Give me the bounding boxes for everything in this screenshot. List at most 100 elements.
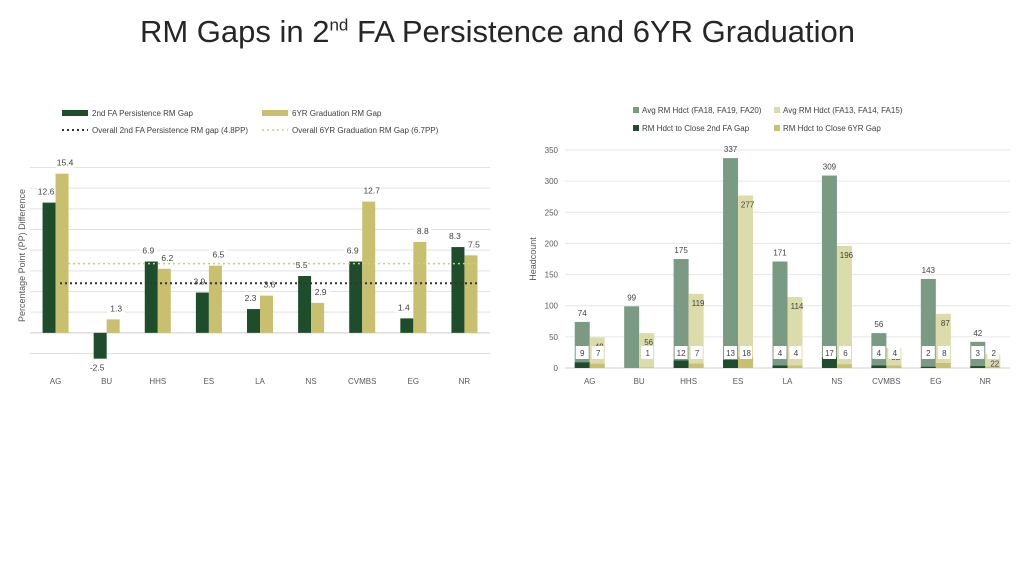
- data-label-bg: [872, 346, 886, 359]
- bar-close-graduation-gap: [589, 363, 605, 368]
- data-label: 18: [742, 349, 751, 358]
- bar-close-persistence-gap: [723, 359, 739, 368]
- bar-graduation: [157, 268, 171, 333]
- data-label-bg: [822, 346, 836, 359]
- title-part-2: FA Persistence and 6YR Graduation: [348, 14, 856, 49]
- bar-close-persistence-gap: [574, 362, 590, 368]
- y-tick-label: 0: [554, 364, 559, 373]
- x-tick-label: NR: [459, 377, 471, 386]
- data-label-bg: [413, 225, 432, 236]
- bar-close-persistence-gap: [920, 366, 936, 368]
- bar-persistence: [195, 292, 209, 333]
- bar-persistence: [400, 318, 414, 333]
- bar-persistence: [247, 309, 260, 333]
- data-label: 8.3: [449, 231, 461, 241]
- data-label-bg: [37, 186, 56, 197]
- data-label-bg: [937, 346, 950, 359]
- data-label-bg: [362, 185, 381, 196]
- x-tick-label: CVMBS: [348, 377, 376, 386]
- bar-close-persistence-gap: [772, 365, 788, 368]
- legend-swatch: [774, 125, 780, 131]
- y-axis-label: Headcount: [528, 237, 538, 281]
- slide-title: RM Gaps in 2nd FA Persistence and 6YR Gr…: [0, 14, 995, 50]
- data-label: 8.8: [417, 226, 429, 236]
- bar-persistence: [298, 276, 312, 333]
- data-label-bg: [209, 249, 228, 260]
- bar-persistence: [93, 332, 107, 359]
- bar-recent-headcount: [772, 261, 788, 368]
- data-label-bg: [139, 245, 158, 256]
- data-label: 1: [645, 349, 650, 358]
- bar-graduation: [413, 241, 427, 333]
- data-label: 7.5: [468, 239, 480, 249]
- data-label-bg: [987, 346, 1000, 359]
- data-label: 196: [840, 251, 854, 260]
- data-label: 6.2: [161, 253, 173, 263]
- data-label: 5.5: [296, 260, 308, 270]
- data-label: 8: [942, 349, 947, 358]
- data-label: 7: [695, 349, 700, 358]
- data-label-bg: [724, 346, 738, 359]
- legend-label: RM Hdct to Close 6YR Gap: [783, 124, 881, 133]
- data-label-bg: [773, 346, 787, 359]
- data-label-bg: [343, 245, 362, 256]
- data-label: 337: [724, 145, 738, 154]
- bar-graduation: [208, 265, 222, 333]
- y-tick-label: 250: [545, 208, 559, 217]
- x-tick-label: ES: [204, 377, 215, 386]
- data-label-bg: [674, 346, 688, 359]
- legend-swatch: [633, 107, 639, 113]
- y-tick-label: 200: [545, 239, 559, 248]
- bar-recent-headcount: [821, 175, 837, 368]
- x-tick-label: AG: [50, 377, 62, 386]
- bar-close-graduation-gap: [985, 366, 1001, 368]
- data-label: 143: [922, 266, 936, 275]
- data-label: 17: [825, 349, 834, 358]
- data-label-bg: [56, 157, 75, 168]
- data-label: 6: [843, 349, 848, 358]
- bar-close-graduation-gap: [836, 364, 852, 368]
- data-label: 309: [823, 163, 837, 172]
- data-label: 6.9: [142, 246, 154, 256]
- bar-persistence: [144, 261, 158, 333]
- y-axis-label: Percentage Point (PP) Difference: [17, 189, 27, 322]
- data-label: 4: [877, 349, 882, 358]
- bar-graduation: [106, 319, 120, 333]
- data-label-bg: [740, 346, 753, 359]
- legend-label: 2nd FA Persistence RM Gap: [92, 109, 193, 118]
- data-label: 12.7: [363, 186, 380, 196]
- legend-swatch: [633, 125, 639, 131]
- data-label: 3.6: [264, 280, 276, 290]
- data-label: 277: [741, 200, 755, 209]
- data-label: 99: [627, 293, 636, 302]
- data-label-bg: [921, 346, 935, 359]
- x-tick-label: HHS: [680, 377, 697, 386]
- bar-graduation: [260, 295, 273, 333]
- data-label-bg: [445, 231, 464, 242]
- x-tick-label: HHS: [149, 377, 166, 386]
- data-label-bg: [158, 252, 177, 263]
- data-label: 1.3: [110, 303, 122, 313]
- y-tick-label: 300: [545, 177, 559, 186]
- bar-close-persistence-gap: [821, 357, 837, 368]
- data-label: 6.9: [347, 246, 359, 256]
- y-tick-label: 50: [549, 333, 558, 342]
- legend-label: Avg RM Hdct (FA13, FA14, FA15): [783, 106, 903, 115]
- bar-graduation: [55, 173, 69, 333]
- data-label: 6.5: [212, 250, 224, 260]
- data-label-bg: [311, 286, 330, 297]
- y-tick-label: 150: [545, 271, 559, 280]
- data-label-bg: [838, 346, 851, 359]
- data-label-bg: [971, 346, 985, 359]
- legend-swatch: [774, 107, 780, 113]
- bar-close-persistence-gap: [970, 366, 986, 368]
- data-label-bg: [591, 346, 604, 359]
- data-label: 42: [973, 329, 982, 338]
- title-part-1: RM Gaps in 2: [139, 14, 330, 49]
- bar-close-graduation-gap: [688, 363, 704, 368]
- data-label: 1.4: [398, 302, 410, 312]
- bar-close-persistence-gap: [871, 365, 887, 368]
- bar-recent-headcount: [673, 259, 689, 368]
- bar-close-persistence-gap: [673, 360, 689, 368]
- x-tick-label: ES: [733, 377, 744, 386]
